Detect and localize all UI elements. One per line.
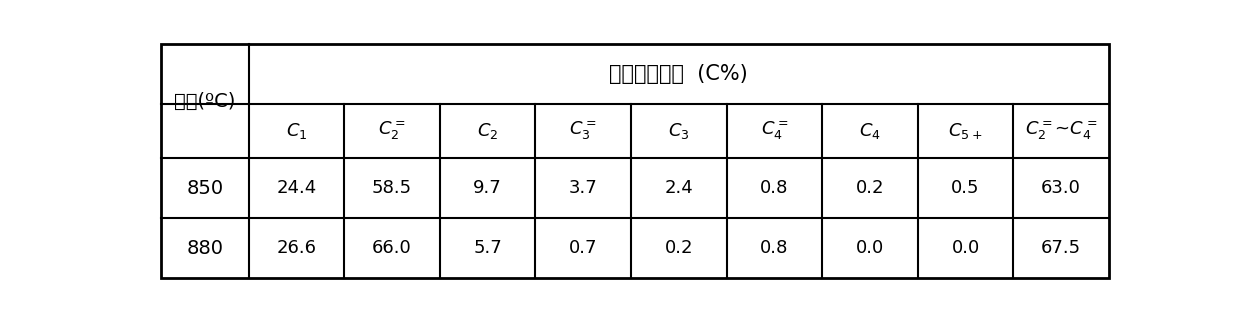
Text: 850: 850 <box>186 179 223 198</box>
Text: 0.7: 0.7 <box>569 239 597 257</box>
Text: 0.0: 0.0 <box>952 239 980 257</box>
Text: 烃产物选择性  (C%): 烃产物选择性 (C%) <box>610 64 748 84</box>
Text: 66.0: 66.0 <box>372 239 411 257</box>
Text: 2.4: 2.4 <box>664 179 693 197</box>
Text: 0.5: 0.5 <box>952 179 980 197</box>
Text: 67.5: 67.5 <box>1041 239 1082 257</box>
Text: $C_3$: $C_3$ <box>668 121 690 141</box>
Text: 0.2: 0.2 <box>664 239 693 257</box>
Text: 880: 880 <box>186 239 223 258</box>
Text: 5.7: 5.7 <box>473 239 502 257</box>
Text: $C_4$: $C_4$ <box>859 121 881 141</box>
Text: 温度(ºC): 温度(ºC) <box>175 92 235 111</box>
Text: 26.6: 26.6 <box>276 239 316 257</box>
Text: 0.2: 0.2 <box>856 179 885 197</box>
Text: $C_1$: $C_1$ <box>286 121 307 141</box>
Text: $C_2^{=}$~$C_4^{=}$: $C_2^{=}$~$C_4^{=}$ <box>1025 120 1098 142</box>
Text: 0.0: 0.0 <box>856 239 885 257</box>
Text: 58.5: 58.5 <box>372 179 413 197</box>
Text: $C_{5+}$: $C_{5+}$ <box>948 121 983 141</box>
Text: 9.7: 9.7 <box>473 179 502 197</box>
Text: $C_2$: $C_2$ <box>477 121 498 141</box>
Text: $C_2^{=}$: $C_2^{=}$ <box>378 120 406 142</box>
Text: 0.8: 0.8 <box>761 179 788 197</box>
Text: 24.4: 24.4 <box>276 179 317 197</box>
Text: 0.8: 0.8 <box>761 239 788 257</box>
Text: $C_4^{=}$: $C_4^{=}$ <box>761 120 788 142</box>
Text: 3.7: 3.7 <box>569 179 597 197</box>
Text: 63.0: 63.0 <box>1041 179 1082 197</box>
Text: $C_3^{=}$: $C_3^{=}$ <box>570 120 597 142</box>
